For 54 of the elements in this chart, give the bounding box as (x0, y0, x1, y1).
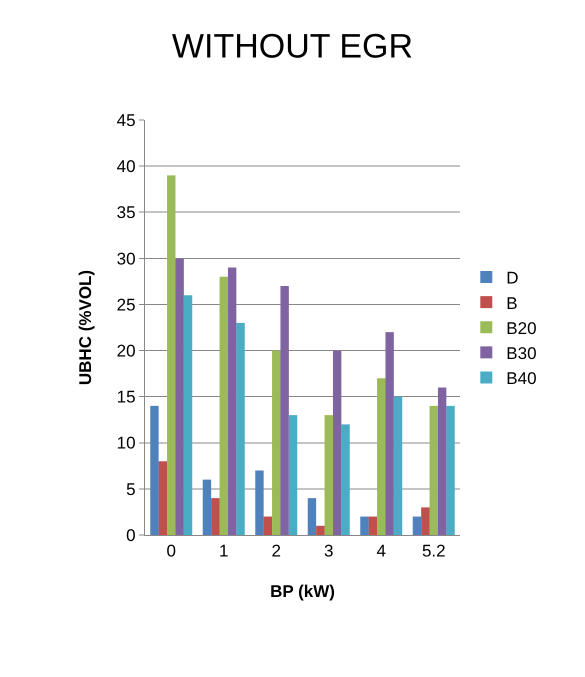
y-tick-label: 15 (116, 388, 136, 407)
y-tick-label: 10 (116, 434, 136, 453)
bar (438, 387, 446, 535)
bar (280, 286, 289, 535)
x-tick-label: 1 (219, 541, 228, 560)
y-tick-label: 30 (116, 249, 136, 268)
bar (150, 406, 159, 535)
bar (377, 378, 386, 535)
y-tick-label: 25 (116, 295, 136, 314)
bar (236, 322, 245, 535)
x-axis-title: BP (kW) (270, 582, 335, 601)
bar (324, 415, 333, 535)
x-tick-label: 0 (166, 541, 176, 560)
bar (158, 461, 168, 535)
legend-label: B30 (506, 344, 537, 363)
legend-label: B20 (506, 318, 537, 338)
bar (421, 507, 430, 535)
x-tick-label: 3 (324, 541, 334, 560)
y-tick-label: 35 (116, 203, 136, 222)
bar (228, 268, 236, 535)
bar (255, 470, 264, 535)
y-tick-label: 20 (116, 342, 136, 361)
legend-label: D (506, 268, 519, 288)
bar (211, 498, 220, 535)
bar (272, 350, 280, 535)
bar (264, 516, 272, 535)
bar (385, 332, 394, 535)
bar (316, 526, 325, 535)
x-tick-label: 5.2 (422, 541, 446, 560)
y-tick-label: 45 (116, 110, 136, 130)
bar (184, 295, 192, 535)
y-tick-label: 0 (126, 526, 136, 545)
chart-title: WITHOUT EGR (172, 28, 414, 66)
y-axis-title: UBHC (%VOL) (76, 270, 96, 386)
bar (341, 424, 350, 535)
bar (446, 406, 455, 535)
bar (220, 276, 228, 535)
bar (394, 396, 402, 535)
bar (308, 498, 316, 535)
bar (412, 516, 422, 535)
legend-label: B (506, 294, 518, 313)
bar (175, 258, 184, 535)
y-tick-label: 40 (116, 157, 136, 176)
y-tick-label: 5 (126, 480, 136, 499)
bar (332, 350, 342, 535)
legend-label: B40 (506, 369, 537, 388)
bar (202, 480, 212, 535)
bar (430, 406, 438, 535)
x-tick-label: 2 (272, 541, 281, 560)
bar (360, 516, 369, 535)
x-tick-label: 4 (376, 541, 386, 560)
bar (167, 175, 176, 535)
bar (368, 516, 378, 535)
bar (288, 415, 298, 535)
